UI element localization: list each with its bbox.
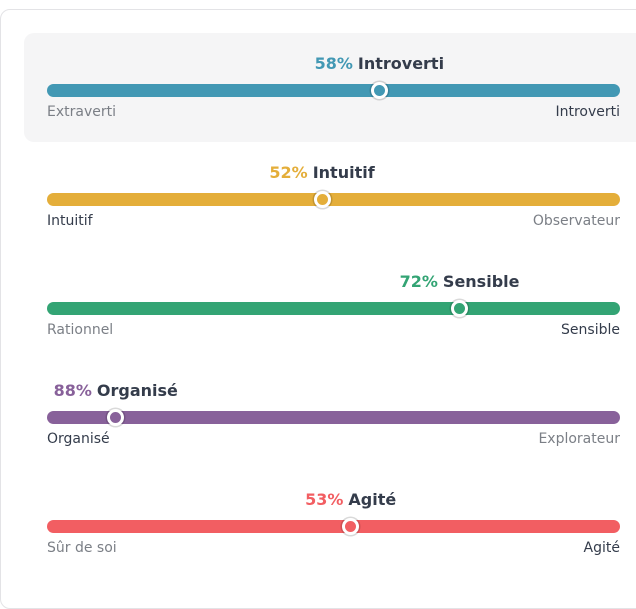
- right-label: Sensible: [561, 322, 620, 338]
- trait-heading: 52% Intuitif: [269, 163, 374, 182]
- left-label: Intuitif: [47, 213, 93, 229]
- trait-heading: 88% Organisé: [54, 381, 178, 400]
- percent: 58%: [314, 54, 353, 73]
- trait-row: 53% Agité Sûr de soi Agité: [24, 469, 636, 578]
- page: 58% Introverti Extraverti Introverti 52% Intu…: [0, 9, 636, 609]
- marker: [313, 191, 331, 208]
- marker: [342, 518, 360, 535]
- trait-bar: [47, 411, 620, 424]
- percent: 88%: [53, 381, 92, 400]
- marker: [370, 82, 388, 99]
- left-label: Sûr de soi: [47, 540, 117, 556]
- left-label: Extraverti: [47, 104, 116, 120]
- trait-bar: [47, 520, 620, 533]
- percent: 52%: [269, 163, 308, 182]
- trait-bar: [47, 84, 620, 97]
- trait-heading: 72% Sensible: [400, 272, 520, 291]
- trait-name: Agité: [348, 490, 397, 509]
- trait-name: Intuitif: [312, 163, 375, 182]
- trait-heading: 58% Introverti: [315, 54, 444, 73]
- right-label: Explorateur: [538, 431, 620, 447]
- right-label: Agité: [583, 540, 620, 556]
- trait-row: 72% Sensible Rationnel Sensible: [24, 251, 636, 360]
- trait-bar: [47, 302, 620, 315]
- percent: 53%: [305, 490, 344, 509]
- marker: [107, 409, 125, 426]
- right-label: Observateur: [532, 213, 620, 229]
- trait-row: 88% Organisé Organisé Explorateur: [24, 360, 636, 469]
- trait-name: Organisé: [96, 381, 178, 400]
- right-label: Introverti: [555, 104, 620, 120]
- trait-row: 52% Intuitif Intuitif Observateur: [24, 142, 636, 251]
- trait-heading: 53% Agité: [305, 490, 396, 509]
- trait-row: 58% Introverti Extraverti Introverti: [24, 33, 636, 142]
- left-label: Organisé: [47, 431, 110, 447]
- trait-bar: [47, 193, 620, 206]
- left-label: Rationnel: [47, 322, 114, 338]
- percent: 72%: [399, 272, 438, 291]
- marker: [451, 300, 469, 317]
- trait-name: Introverti: [357, 54, 445, 73]
- trait-name: Sensible: [442, 272, 520, 291]
